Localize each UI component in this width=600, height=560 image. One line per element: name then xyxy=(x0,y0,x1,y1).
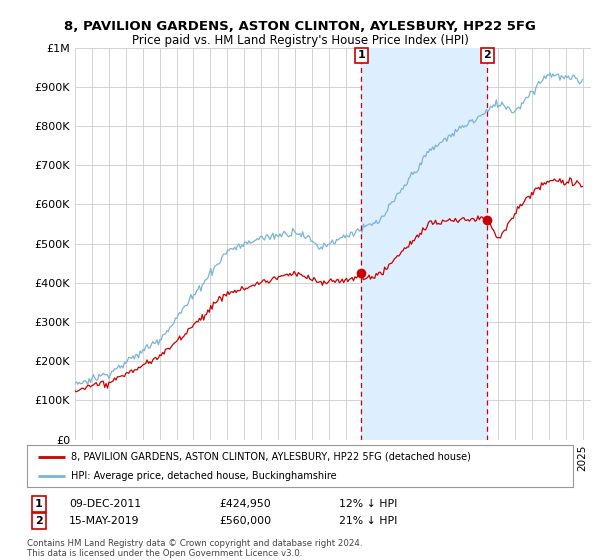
Text: £560,000: £560,000 xyxy=(219,516,271,526)
Text: HPI: Average price, detached house, Buckinghamshire: HPI: Average price, detached house, Buck… xyxy=(71,471,337,481)
Text: 2: 2 xyxy=(484,50,491,60)
Bar xyxy=(361,48,487,440)
Text: £424,950: £424,950 xyxy=(219,499,271,509)
Text: 15-MAY-2019: 15-MAY-2019 xyxy=(69,516,139,526)
Text: 8, PAVILION GARDENS, ASTON CLINTON, AYLESBURY, HP22 5FG (detached house): 8, PAVILION GARDENS, ASTON CLINTON, AYLE… xyxy=(71,451,470,461)
Text: 12% ↓ HPI: 12% ↓ HPI xyxy=(339,499,397,509)
Text: 2: 2 xyxy=(35,516,43,526)
Text: Price paid vs. HM Land Registry's House Price Index (HPI): Price paid vs. HM Land Registry's House … xyxy=(131,34,469,46)
Text: 1: 1 xyxy=(358,50,365,60)
Text: 1: 1 xyxy=(35,499,43,509)
Text: 21% ↓ HPI: 21% ↓ HPI xyxy=(339,516,397,526)
Text: 09-DEC-2011: 09-DEC-2011 xyxy=(69,499,141,509)
Text: 8, PAVILION GARDENS, ASTON CLINTON, AYLESBURY, HP22 5FG: 8, PAVILION GARDENS, ASTON CLINTON, AYLE… xyxy=(64,20,536,32)
Text: Contains HM Land Registry data © Crown copyright and database right 2024.
This d: Contains HM Land Registry data © Crown c… xyxy=(27,539,362,558)
